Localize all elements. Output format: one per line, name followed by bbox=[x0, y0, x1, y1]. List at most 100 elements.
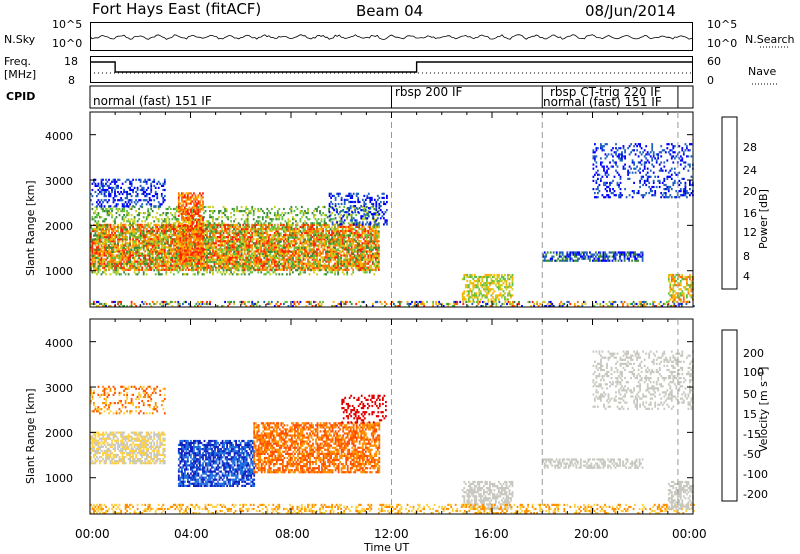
data-cell bbox=[317, 234, 320, 237]
data-cell bbox=[174, 216, 177, 219]
data-cell bbox=[94, 220, 97, 223]
data-cell bbox=[328, 225, 330, 228]
data-cell bbox=[323, 263, 326, 266]
data-cell bbox=[174, 250, 177, 253]
data-cell bbox=[255, 229, 258, 233]
data-cell bbox=[358, 246, 361, 249]
data-cell bbox=[206, 264, 208, 267]
vel-cbar-tick-100: 100 bbox=[743, 366, 764, 379]
data-cell bbox=[215, 248, 217, 251]
data-cell bbox=[91, 229, 94, 233]
data-cell bbox=[194, 261, 196, 264]
data-cell bbox=[301, 268, 303, 271]
data-cell bbox=[275, 248, 278, 251]
data-cell bbox=[353, 261, 356, 264]
data-cell bbox=[323, 205, 326, 209]
data-cell bbox=[350, 246, 353, 249]
data-cell bbox=[289, 225, 291, 228]
data-cell bbox=[328, 266, 330, 269]
data-cell bbox=[254, 234, 257, 237]
data-cell bbox=[349, 256, 352, 259]
data-cell bbox=[93, 212, 95, 215]
data-cell bbox=[347, 234, 350, 237]
data-cell bbox=[346, 216, 349, 219]
data-cell bbox=[138, 234, 140, 237]
data-cell bbox=[343, 254, 346, 257]
data-cell bbox=[174, 244, 177, 247]
data-cell bbox=[295, 260, 297, 263]
data-cell bbox=[105, 210, 107, 213]
data-cell bbox=[159, 269, 162, 272]
data-cell bbox=[276, 214, 279, 217]
data-cell bbox=[269, 212, 272, 215]
data-cell bbox=[347, 225, 350, 228]
data-cell bbox=[301, 210, 303, 213]
data-cell bbox=[249, 258, 252, 262]
data-cell bbox=[314, 250, 317, 253]
data-cell bbox=[356, 260, 359, 263]
data-cell bbox=[195, 265, 198, 268]
data-cell bbox=[108, 254, 110, 257]
data-cell bbox=[210, 269, 213, 272]
data-cell bbox=[153, 264, 156, 267]
data-cell bbox=[191, 267, 193, 270]
data-cell bbox=[207, 220, 210, 223]
data-cell bbox=[261, 218, 264, 221]
data-cell bbox=[340, 234, 342, 237]
data-cell bbox=[239, 210, 241, 213]
data-cell bbox=[204, 205, 207, 209]
data-cell bbox=[252, 226, 255, 229]
data-cell bbox=[165, 246, 168, 249]
data-cell bbox=[174, 258, 177, 261]
data-cell bbox=[353, 231, 356, 235]
data-cell bbox=[151, 244, 154, 247]
data-cell bbox=[90, 250, 92, 253]
data-cell bbox=[105, 242, 107, 245]
data-cell bbox=[139, 231, 142, 235]
data-cell bbox=[270, 256, 273, 259]
data-cell bbox=[283, 260, 285, 263]
data-cell bbox=[248, 238, 251, 241]
data-cell bbox=[314, 214, 317, 217]
data-cell bbox=[114, 260, 116, 263]
data-cell bbox=[362, 231, 365, 235]
data-cell bbox=[166, 252, 169, 255]
data-cell bbox=[316, 234, 318, 237]
data-cell bbox=[341, 238, 344, 241]
data-cell bbox=[361, 234, 364, 237]
data-cell bbox=[261, 264, 264, 267]
data-cell bbox=[338, 220, 341, 223]
data-cell bbox=[252, 210, 255, 213]
data-cell bbox=[313, 248, 315, 251]
data-cell bbox=[106, 256, 109, 260]
data-cell bbox=[135, 238, 137, 241]
data-cell bbox=[347, 262, 350, 265]
data-cell bbox=[96, 236, 98, 239]
data-cell bbox=[227, 218, 229, 221]
data-cell bbox=[279, 252, 282, 255]
data-cell bbox=[248, 261, 251, 264]
data-cell bbox=[172, 231, 175, 235]
data-cell bbox=[90, 232, 92, 235]
data-cell bbox=[270, 228, 273, 231]
data-cell bbox=[334, 242, 336, 245]
data-cell bbox=[169, 238, 172, 241]
data-cell bbox=[341, 271, 344, 274]
data-cell bbox=[132, 240, 134, 243]
data-cell bbox=[109, 242, 112, 245]
data-cell bbox=[249, 210, 252, 213]
data-cell bbox=[114, 246, 116, 249]
data-cell bbox=[213, 246, 216, 249]
data-cell bbox=[275, 266, 278, 269]
data-cell bbox=[340, 238, 342, 241]
data-cell bbox=[278, 226, 281, 229]
data-cell bbox=[263, 273, 266, 276]
data-cell bbox=[320, 234, 323, 237]
data-cell bbox=[225, 250, 228, 253]
data-cell bbox=[108, 267, 110, 270]
data-cell bbox=[138, 214, 140, 217]
data-cell bbox=[90, 248, 92, 251]
data-cell bbox=[290, 258, 293, 262]
data-cell bbox=[129, 240, 131, 243]
data-cell bbox=[284, 265, 287, 268]
